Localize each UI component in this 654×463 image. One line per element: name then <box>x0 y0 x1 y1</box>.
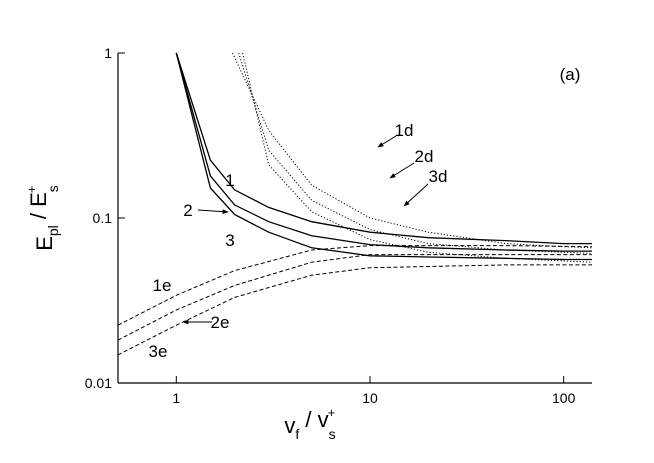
x-axis-label-part: + <box>328 405 336 420</box>
x-axis-label-part: / v <box>299 407 328 432</box>
curve-label: 2d <box>415 147 434 166</box>
curve-label: 1e <box>153 276 172 295</box>
x-axis-label: vf / vs + <box>284 405 335 442</box>
series-line <box>117 264 592 356</box>
series-line <box>175 52 592 261</box>
x-axis-label-part: f <box>295 426 299 442</box>
panel-label: (a) <box>560 65 581 84</box>
curve-label: 1 <box>225 171 234 190</box>
y-tick-label: 1 <box>104 45 112 61</box>
curve-label: 1d <box>395 121 414 140</box>
series-line <box>175 52 592 252</box>
y-axis-label-part: E <box>32 236 57 251</box>
x-tick-label: 100 <box>552 390 576 406</box>
curve-label: 3 <box>225 231 234 250</box>
y-tick-label: 0.01 <box>85 375 112 391</box>
arrow <box>403 183 429 207</box>
x-tick-label: 10 <box>362 390 378 406</box>
curve-label: 2e <box>211 313 230 332</box>
x-axis-label-part: s <box>329 426 336 442</box>
y-axis-label: Epl / Es + <box>24 185 61 251</box>
y-tick-label: 0.1 <box>93 210 113 226</box>
arrow <box>197 209 229 215</box>
y-axis-label-part: / E <box>26 192 51 225</box>
series-line <box>117 254 592 341</box>
y-axis-label-part: s <box>45 185 61 192</box>
y-axis-label-part: + <box>24 186 39 194</box>
arrow <box>389 162 415 179</box>
curve-label: 3e <box>149 342 168 361</box>
x-tick-label: 1 <box>172 390 180 406</box>
y-axis-label-part: pl <box>45 225 61 236</box>
x-axis-label-part: v <box>284 413 295 438</box>
series-line <box>232 52 593 249</box>
curve-label: 3d <box>429 167 448 186</box>
curve-label: 2 <box>183 201 192 220</box>
arrows <box>182 135 429 325</box>
series-line <box>117 245 593 326</box>
series-line <box>175 52 592 245</box>
arrow <box>377 135 397 148</box>
